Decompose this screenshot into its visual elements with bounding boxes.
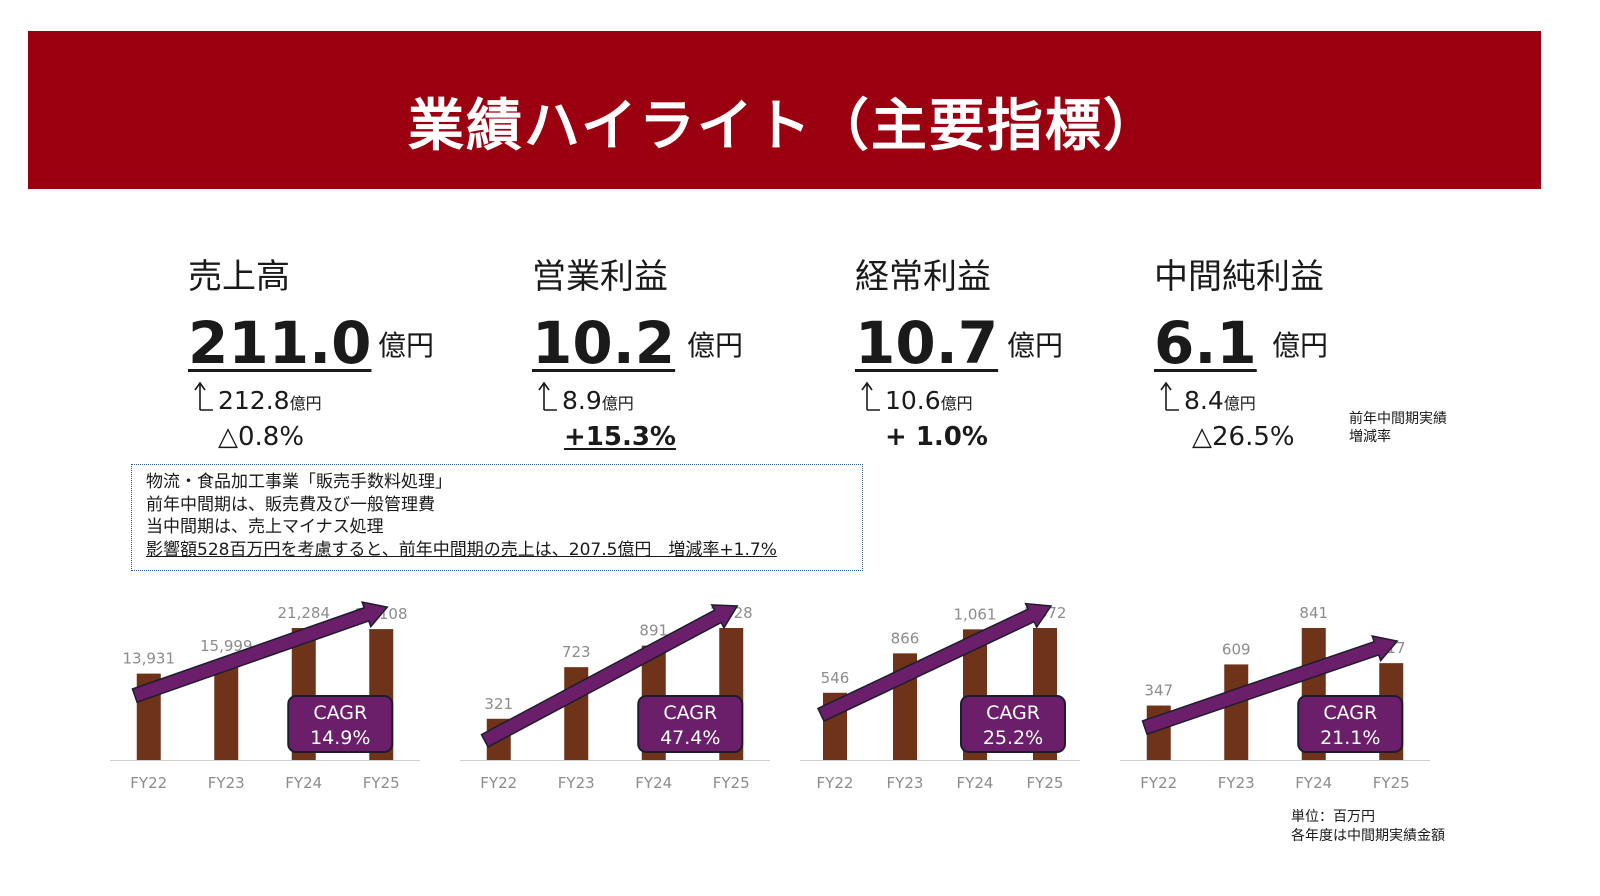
data-label: 866 [891, 629, 920, 647]
note-box: 物流・食品加工事業「販売手数料処理」 前年中間期は、販売費及び一般管理費 当中間… [131, 464, 863, 571]
cagr-value: 21.1% [1320, 727, 1380, 749]
kpi-net-income: 中間純利益 6.1 億円 8.4億円 △26.5% [1154, 260, 1454, 460]
kpi-value: 10.2 [532, 309, 676, 377]
note-line: 物流・食品加工事業「販売手数料処理」 [146, 472, 452, 492]
cagr-box [960, 695, 1066, 753]
kpi-label: 経常利益 [855, 257, 991, 297]
bar-fy23 [1224, 664, 1249, 760]
trend-arrow-shape [817, 602, 1053, 723]
note-line: 影響額528百万円を考慮すると、前年中間期の売上は、207.5億円 増減率+1.… [146, 539, 777, 560]
legend-note-line: 前年中間期実績 [1349, 411, 1447, 427]
data-label: 841 [1299, 604, 1328, 622]
trend-arrow [1141, 634, 1399, 736]
trend-arrow-shape [131, 601, 389, 704]
trend-arrow [131, 601, 389, 704]
bar-fy23 [214, 660, 239, 760]
corner-arrow-icon [861, 381, 880, 411]
category-label: FY25 [713, 774, 750, 792]
data-label: 1,061 [954, 605, 997, 623]
kpi-unit: 億円 [1007, 329, 1064, 362]
category-label: FY22 [480, 774, 517, 792]
cagr-label: CAGR [313, 702, 367, 724]
trend-arrow [817, 602, 1053, 723]
category-label: FY22 [130, 774, 167, 792]
data-label: 609 [1222, 640, 1251, 658]
cagr-box [1297, 695, 1404, 753]
cagr-label: CAGR [663, 702, 717, 724]
category-label: FY24 [285, 774, 322, 792]
cagr-label: CAGR [986, 702, 1040, 724]
data-label: 15,999 [200, 637, 253, 655]
kpi-value: 10.7 [855, 309, 999, 377]
cagr-value: 25.2% [983, 727, 1043, 749]
kpi-value: 211.0 [188, 309, 372, 377]
kpi-label: 売上高 [188, 257, 290, 297]
note-line: 当中間期は、売上マイナス処理 [146, 517, 384, 537]
unit-note: 単位：百万円 各年度は中間期実績金額 [1291, 808, 1445, 846]
net-income-bar-chart: 347FY22609FY23841FY24617FY25CAGR21.1% [1120, 604, 1430, 792]
kpi-unit: 億円 [1272, 329, 1329, 362]
kpi-prev-value: 8.9億円 [562, 386, 634, 415]
cagr-value: 47.4% [660, 727, 720, 749]
unit-note-line: 各年度は中間期実績金額 [1291, 828, 1445, 844]
corner-arrow-icon [538, 381, 557, 411]
data-label: 21,284 [278, 604, 331, 622]
kpi-label: 営業利益 [532, 257, 668, 297]
kpi-ordinary-profit: 経常利益 10.7 億円 10.6億円 + 1.0% [855, 260, 1155, 460]
cagr-box [287, 695, 394, 753]
cagr-box [637, 695, 744, 753]
corner-arrow-icon [194, 381, 213, 411]
corner-arrow-icon [1160, 381, 1179, 411]
category-label: FY23 [208, 774, 245, 792]
data-label: 546 [821, 669, 850, 687]
trend-arrow [480, 604, 739, 748]
kpi-value: 6.1 [1154, 309, 1257, 377]
kpi-change-rate: +15.3% [564, 422, 676, 452]
category-label: FY24 [635, 774, 672, 792]
category-label: FY24 [1295, 774, 1332, 792]
title-banner: 業績ハイライト（主要指標） [28, 31, 1541, 189]
cagr-value: 14.9% [310, 727, 370, 749]
data-label: 321 [484, 695, 513, 713]
category-label: FY23 [887, 774, 924, 792]
category-label: FY24 [957, 774, 994, 792]
category-label: FY22 [1140, 774, 1177, 792]
category-label: FY23 [558, 774, 595, 792]
data-label: 891 [639, 622, 668, 640]
data-label: 723 [562, 643, 591, 661]
trend-arrow-shape [480, 604, 739, 748]
category-label: FY22 [817, 774, 854, 792]
data-label: 13,931 [123, 650, 176, 668]
data-label: 347 [1144, 682, 1173, 700]
kpi-change-rate: △0.8% [218, 422, 305, 452]
kpi-prev-value: 8.4億円 [1184, 386, 1256, 415]
kpi-change-rate: + 1.0% [885, 422, 988, 452]
category-label: FY25 [363, 774, 400, 792]
cagr-label: CAGR [1323, 702, 1377, 724]
kpi-label: 中間純利益 [1154, 257, 1324, 297]
legend-note: 前年中間期実績 増減率 [1349, 410, 1447, 446]
kpi-sales: 売上高 211.0 億円 212.8億円 △0.8% [188, 260, 488, 460]
category-label: FY23 [1218, 774, 1255, 792]
trend-arrow-shape [1141, 634, 1399, 736]
sales-bar-chart: 13,931FY2215,999FY2321,284FY2421,108FY25… [110, 601, 420, 792]
ordinary-profit-bar-chart: 546FY22866FY231,061FY241,072FY25CAGR25.2… [800, 602, 1080, 792]
kpi-change-rate: △26.5% [1192, 422, 1295, 452]
kpi-prev-value: 212.8億円 [218, 386, 322, 415]
kpi-operating-profit: 営業利益 10.2 億円 8.9億円 +15.3% [532, 260, 832, 460]
category-label: FY25 [1027, 774, 1064, 792]
category-label: FY25 [1373, 774, 1410, 792]
note-line: 前年中間期は、販売費及び一般管理費 [146, 494, 435, 515]
operating-profit-bar-chart: 321FY22723FY23891FY241,028FY25CAGR47.4% [460, 604, 770, 792]
unit-note-line: 単位：百万円 [1291, 809, 1375, 825]
legend-note-line: 増減率 [1349, 429, 1391, 445]
page-title: 業績ハイライト（主要指標） [408, 94, 1161, 159]
kpi-unit: 億円 [378, 329, 435, 362]
kpi-unit: 億円 [687, 329, 744, 362]
kpi-prev-value: 10.6億円 [885, 386, 973, 415]
